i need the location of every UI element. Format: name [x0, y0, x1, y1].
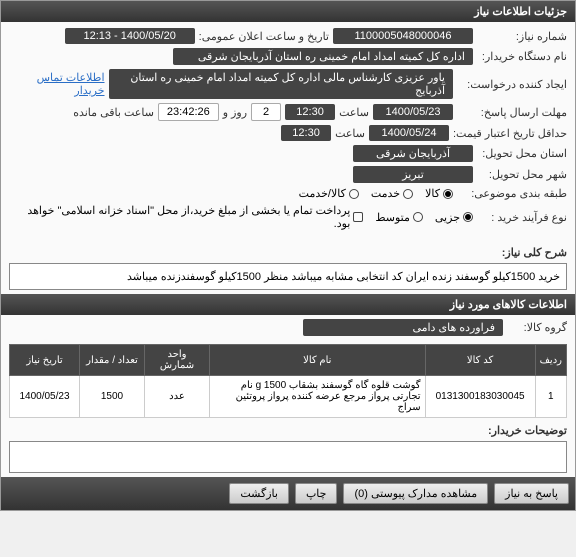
need-details-panel: جزئیات اطلاعات نیاز شماره نیاز: 11000050… — [0, 0, 576, 511]
deadline-time: 12:30 — [285, 104, 335, 120]
requester-value: یاور عزیزی کارشناس مالی اداره کل کمیته ا… — [109, 69, 454, 99]
radio-dot-icon — [443, 189, 453, 199]
col-row: ردیف — [535, 345, 566, 376]
radio-partial-label: جزیی — [435, 211, 460, 224]
checkbox-treasury[interactable]: پرداخت تمام یا بخشی از مبلغ خرید،از محل … — [9, 204, 363, 230]
days-value: 2 — [251, 103, 281, 121]
radio-medium-label: متوسط — [375, 211, 410, 224]
cell-name: گوشت قلوه گاه گوسفند بشقاب 1500 g نام تج… — [210, 376, 426, 418]
remain-time: 23:42:26 — [158, 103, 219, 121]
col-unit: واحد شمارش — [145, 345, 210, 376]
buyer-org-value: اداره کل کمیته امداد امام خمینی ره استان… — [173, 48, 473, 65]
table-header-row: ردیف کد کالا نام کالا واحد شمارش تعداد /… — [10, 345, 567, 376]
purchase-type-label: نوع فرآیند خرید : — [477, 211, 567, 224]
radio-service-label: خدمت — [371, 187, 400, 200]
purchase-type-radios: جزیی متوسط — [375, 211, 473, 224]
items-header: اطلاعات کالاهای مورد نیاز — [1, 294, 575, 315]
col-date: تاریخ نیاز — [10, 345, 80, 376]
footer-buttons: پاسخ به نیاز مشاهده مدارک پیوستی (0) چاپ… — [1, 477, 575, 510]
attachments-button[interactable]: مشاهده مدارک پیوستی (0) — [343, 483, 488, 504]
buyer-org-label: نام دستگاه خریدار: — [477, 50, 567, 63]
province-label: استان محل تحویل: — [477, 147, 567, 160]
city-label: شهر محل تحویل: — [477, 168, 567, 181]
buyer-notes-label: توضیحات خریدار: — [477, 424, 567, 437]
radio-goods[interactable]: کالا — [425, 187, 453, 200]
col-code: کد کالا — [425, 345, 535, 376]
group-value: فراورده های دامی — [303, 319, 503, 336]
radio-dot-icon — [463, 212, 473, 222]
radio-both-label: کالا/خدمت — [299, 187, 346, 200]
summary-box: خرید 1500کیلو گوسفند زنده ایران کد انتخا… — [9, 263, 567, 290]
radio-medium[interactable]: متوسط — [375, 211, 423, 224]
category-label: طبقه بندی موضوعی: — [457, 187, 567, 200]
announce-value: 1400/05/20 - 12:13 — [65, 28, 195, 44]
days-label: روز و — [223, 106, 247, 119]
province-value: آذربایجان شرقی — [353, 145, 473, 162]
need-no-label: شماره نیاز: — [477, 30, 567, 43]
radio-partial[interactable]: جزیی — [435, 211, 473, 224]
city-value: تبریز — [353, 166, 473, 183]
requester-label: ایجاد کننده درخواست: — [457, 78, 567, 91]
cell-qty: 1500 — [80, 376, 145, 418]
checkbox-icon — [353, 212, 363, 222]
category-radios: کالا خدمت کالا/خدمت — [299, 187, 453, 200]
validity-time: 12:30 — [281, 125, 331, 141]
validity-label: حداقل تاریخ اعتبار قیمت: — [453, 127, 567, 140]
items-table: ردیف کد کالا نام کالا واحد شمارش تعداد /… — [9, 344, 567, 418]
panel-header: جزئیات اطلاعات نیاز — [1, 1, 575, 22]
radio-dot-icon — [403, 189, 413, 199]
cell-unit: عدد — [145, 376, 210, 418]
deadline-label: مهلت ارسال پاسخ: — [457, 106, 567, 119]
buyer-notes-box — [9, 441, 567, 473]
col-name: نام کالا — [210, 345, 426, 376]
validity-date: 1400/05/24 — [369, 125, 449, 141]
radio-dot-icon — [413, 212, 423, 222]
radio-goods-label: کالا — [425, 187, 440, 200]
contact-link[interactable]: اطلاعات تماس خریدار — [9, 71, 105, 97]
form-body: شماره نیاز: 1100005048000046 تاریخ و ساع… — [1, 22, 575, 240]
print-button[interactable]: چاپ — [295, 483, 338, 504]
radio-both[interactable]: کالا/خدمت — [299, 187, 359, 200]
time-label-2: ساعت — [335, 127, 365, 140]
radio-service[interactable]: خدمت — [371, 187, 413, 200]
back-button[interactable]: بازگشت — [229, 483, 289, 504]
deadline-date: 1400/05/23 — [373, 104, 453, 120]
summary-label: شرح کلی نیاز: — [477, 246, 567, 259]
cell-idx: 1 — [535, 376, 566, 418]
treasury-note: پرداخت تمام یا بخشی از مبلغ خرید،از محل … — [9, 204, 350, 230]
table-row: 1 0131300183030045 گوشت قلوه گاه گوسفند … — [10, 376, 567, 418]
group-label: گروه کالا: — [507, 321, 567, 334]
need-no-value: 1100005048000046 — [333, 28, 473, 44]
radio-dot-icon — [349, 189, 359, 199]
respond-button[interactable]: پاسخ به نیاز — [494, 483, 569, 504]
announce-label: تاریخ و ساعت اعلان عمومی: — [199, 30, 329, 43]
time-label-1: ساعت — [339, 106, 369, 119]
remain-label: ساعت باقی مانده — [73, 106, 154, 119]
col-qty: تعداد / مقدار — [80, 345, 145, 376]
cell-date: 1400/05/23 — [10, 376, 80, 418]
cell-code: 0131300183030045 — [425, 376, 535, 418]
